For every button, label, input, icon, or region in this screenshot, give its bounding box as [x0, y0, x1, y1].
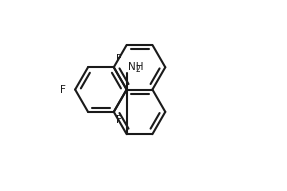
Text: F: F	[116, 54, 121, 64]
Text: 2: 2	[135, 65, 140, 74]
Text: F: F	[116, 115, 121, 125]
Text: F: F	[60, 85, 66, 95]
Text: NH: NH	[128, 62, 143, 72]
